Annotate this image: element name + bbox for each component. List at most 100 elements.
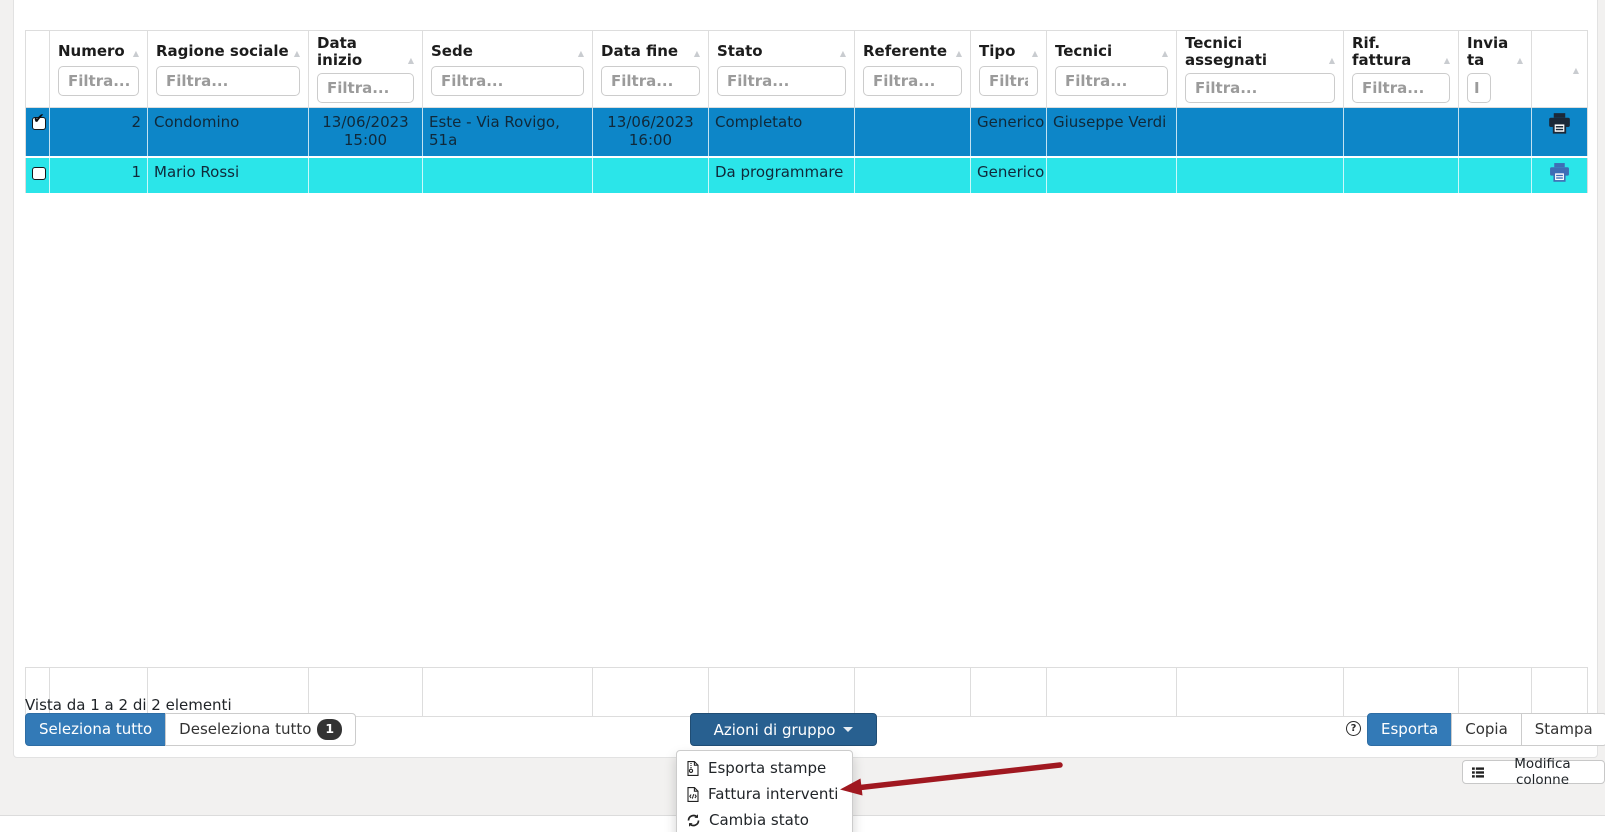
sort-asc-icon[interactable] bbox=[956, 43, 962, 62]
sort-asc-icon[interactable] bbox=[1444, 50, 1450, 69]
filter-input-inviata[interactable] bbox=[1467, 73, 1491, 103]
col-label: Tipo bbox=[979, 42, 1016, 60]
cell-ragione-sociale: Mario Rossi bbox=[147, 156, 309, 195]
sort-asc-icon[interactable] bbox=[294, 43, 300, 62]
col-label: Inviata bbox=[1467, 35, 1509, 69]
cell-data-inizio bbox=[308, 156, 423, 195]
col-label: Data inizio bbox=[317, 35, 363, 69]
col-label: Tecnici bbox=[1055, 42, 1113, 60]
col-header-tecnici-assegnati[interactable]: Tecnici assegnati bbox=[1176, 30, 1344, 108]
col-header-stato[interactable]: Stato bbox=[708, 30, 855, 108]
filter-input-tecnici[interactable] bbox=[1055, 65, 1168, 96]
cell-inviata bbox=[1458, 107, 1532, 158]
cell-referente bbox=[854, 107, 971, 158]
table-bottom-strip bbox=[25, 667, 1588, 717]
filter-input-ragione-sociale[interactable] bbox=[156, 65, 300, 96]
col-label: Ragione sociale bbox=[156, 42, 289, 60]
copy-button[interactable]: Copia bbox=[1451, 713, 1522, 746]
col-label: Referente bbox=[863, 42, 948, 60]
col-header-sede[interactable]: Sede bbox=[422, 30, 593, 108]
col-header-rif-fattura[interactable]: Rif. fattura bbox=[1343, 30, 1459, 108]
sort-asc-icon[interactable] bbox=[578, 43, 584, 62]
col-header-tecnici[interactable]: Tecnici bbox=[1046, 30, 1177, 108]
menu-item-fattura-interventi[interactable]: Fattura interventi bbox=[677, 781, 852, 807]
column-list-icon bbox=[1472, 766, 1484, 778]
cell-numero: 2 bbox=[49, 107, 148, 158]
sort-asc-icon[interactable] bbox=[1032, 43, 1038, 62]
cell-data-fine bbox=[592, 156, 709, 195]
cell-tecnici: Giuseppe Verdi bbox=[1046, 107, 1177, 158]
row-checkbox[interactable] bbox=[32, 111, 46, 130]
select-all-button[interactable]: Seleziona tutto bbox=[25, 713, 167, 746]
col-label: Data fine bbox=[601, 42, 679, 60]
file-invoice-icon bbox=[687, 786, 699, 802]
printer-icon[interactable] bbox=[1548, 113, 1571, 134]
print-button[interactable]: Stampa bbox=[1520, 713, 1605, 746]
col-header-checkbox bbox=[25, 30, 50, 108]
cell-tipo: Generico bbox=[970, 107, 1047, 158]
sort-asc-icon[interactable] bbox=[133, 43, 139, 62]
col-label: Sede bbox=[431, 42, 473, 60]
filter-input-referente[interactable] bbox=[863, 65, 962, 96]
filter-input-data-fine[interactable] bbox=[601, 65, 700, 96]
cell-tecnici bbox=[1046, 156, 1177, 195]
sort-asc-icon[interactable] bbox=[408, 50, 414, 69]
interventi-table-wrap: Numero Ragione sociale Data inizio Sede bbox=[25, 30, 1588, 195]
cell-rif-fattura bbox=[1343, 107, 1459, 158]
modify-columns-button[interactable]: Modifica colonne bbox=[1462, 756, 1605, 788]
cell-sede bbox=[422, 156, 593, 195]
cell-sede: Este - Via Rovigo, 51a bbox=[422, 107, 593, 158]
menu-item-esporta-stampe[interactable]: Esporta stampe bbox=[677, 755, 852, 781]
filter-input-data-inizio[interactable] bbox=[317, 73, 414, 103]
col-header-data-inizio[interactable]: Data inizio bbox=[308, 30, 423, 108]
filter-input-numero[interactable] bbox=[58, 65, 139, 96]
group-actions-button[interactable]: Azioni di gruppo bbox=[690, 713, 877, 746]
filter-input-rif-fattura[interactable] bbox=[1352, 73, 1450, 103]
file-archive-icon bbox=[687, 760, 699, 776]
filter-input-tipo[interactable] bbox=[979, 65, 1038, 96]
row-checkbox[interactable] bbox=[32, 166, 46, 180]
cell-rif-fattura bbox=[1343, 156, 1459, 195]
col-header-data-fine[interactable]: Data fine bbox=[592, 30, 709, 108]
cell-print[interactable] bbox=[1531, 107, 1588, 158]
cell-numero: 1 bbox=[49, 156, 148, 195]
menu-item-cambia-stato[interactable]: Cambia stato bbox=[677, 807, 852, 832]
table-row-intervento-1[interactable]: 1 Mario Rossi Da programmare Generico bbox=[25, 156, 1588, 195]
sort-asc-icon[interactable] bbox=[694, 43, 700, 62]
cell-ragione-sociale: Condomino bbox=[147, 107, 309, 158]
filter-input-tecnici-assegnati[interactable] bbox=[1185, 73, 1335, 103]
cell-data-fine: 13/06/2023 16:00 bbox=[592, 107, 709, 158]
col-label: Numero bbox=[58, 42, 125, 60]
col-header-referente[interactable]: Referente bbox=[854, 30, 971, 108]
col-header-ragione-sociale[interactable]: Ragione sociale bbox=[147, 30, 309, 108]
cell-tecnici-assegnati bbox=[1176, 107, 1344, 158]
cell-print[interactable] bbox=[1531, 156, 1588, 195]
sort-asc-icon[interactable] bbox=[1517, 50, 1523, 69]
sort-asc-icon[interactable] bbox=[1329, 50, 1335, 69]
sort-asc-icon[interactable] bbox=[1162, 43, 1168, 62]
col-header-numero[interactable]: Numero bbox=[49, 30, 148, 108]
group-actions-menu: Esporta stampe Fattura interventi Cambia… bbox=[676, 750, 853, 832]
filter-input-sede[interactable] bbox=[431, 65, 584, 96]
selection-count-badge: 1 bbox=[317, 719, 343, 740]
row-checkbox-cell[interactable] bbox=[25, 107, 50, 158]
cell-referente bbox=[854, 156, 971, 195]
printer-icon[interactable] bbox=[1549, 162, 1570, 182]
col-header-tipo[interactable]: Tipo bbox=[970, 30, 1047, 108]
col-header-inviata[interactable]: Inviata bbox=[1458, 30, 1532, 108]
deselect-all-button[interactable]: Deseleziona tutto 1 bbox=[165, 713, 357, 746]
help-icon[interactable]: ? bbox=[1346, 721, 1361, 736]
export-button[interactable]: Esporta bbox=[1367, 713, 1453, 746]
row-checkbox-cell[interactable] bbox=[25, 156, 50, 195]
header-row: Numero Ragione sociale Data inizio Sede bbox=[25, 30, 1588, 108]
sort-asc-icon[interactable] bbox=[840, 43, 846, 62]
cell-tipo: Generico bbox=[970, 156, 1047, 195]
filter-input-stato[interactable] bbox=[717, 65, 846, 96]
table-row-intervento-2[interactable]: 2 Condomino 13/06/2023 15:00 Este - Via … bbox=[25, 107, 1588, 158]
sort-asc-icon[interactable] bbox=[1573, 60, 1579, 79]
interventi-table: Numero Ragione sociale Data inizio Sede bbox=[25, 30, 1588, 195]
col-header-print[interactable] bbox=[1531, 30, 1588, 108]
chevron-down-icon bbox=[843, 727, 854, 732]
cell-stato: Completato bbox=[708, 107, 855, 158]
